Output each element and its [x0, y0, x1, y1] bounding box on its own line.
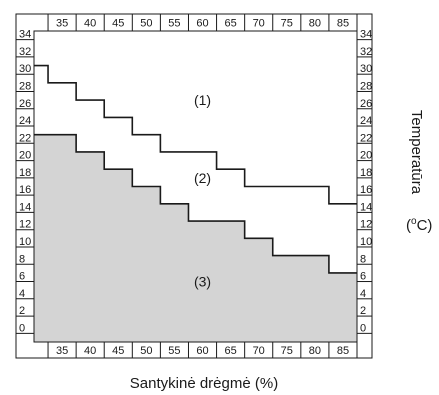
- y-tick-label-left: 22: [19, 132, 31, 144]
- y-tick-label-right: 20: [360, 150, 372, 162]
- y-tick-label-right: 34: [360, 29, 372, 41]
- y-tick-label-left: 6: [19, 271, 25, 283]
- y-tick-label-left: 14: [19, 201, 31, 213]
- y-tick-label-right: 18: [360, 167, 372, 179]
- x-tick-label-bottom: 60: [196, 345, 208, 357]
- outer-frame: [15, 13, 373, 359]
- x-tick-label-top: 85: [337, 18, 349, 30]
- x-tick-label-top: 35: [56, 18, 68, 30]
- y-tick-label-left: 18: [19, 167, 31, 179]
- chart-frame: [15, 13, 373, 359]
- y-tick-label-right: 24: [360, 115, 372, 127]
- region-labels: (1) (2) (3): [194, 92, 211, 289]
- region-label-1: (1): [194, 92, 211, 108]
- x-tick-label-bottom: 70: [253, 345, 265, 357]
- y-tick-label-right: 10: [360, 236, 372, 248]
- region-3-fill-layer: [34, 134, 357, 342]
- x-tick-label-bottom: 80: [309, 345, 321, 357]
- region-label-3: (3): [194, 274, 211, 290]
- y-tick-label-right: 32: [360, 46, 372, 58]
- tick-labels: 3535404045455050555560606565707075758080…: [19, 18, 372, 358]
- x-tick-label-bottom: 50: [140, 345, 152, 357]
- x-tick-label-top: 60: [196, 18, 208, 30]
- y-tick-label-right: 22: [360, 132, 372, 144]
- x-tick-label-bottom: 65: [224, 345, 236, 357]
- y-tick-label-left: 20: [19, 150, 31, 162]
- y-tick-label-right: 28: [360, 80, 372, 92]
- y-tick-label-right: 30: [360, 63, 372, 75]
- boundary-lines: [34, 64, 357, 274]
- region-label-2: (2): [194, 170, 211, 186]
- y-tick-label-left: 30: [19, 63, 31, 75]
- y-tick-label-left: 24: [19, 115, 31, 127]
- x-tick-label-top: 55: [168, 18, 180, 30]
- y-tick-label-left: 10: [19, 236, 31, 248]
- boundary-line-2: [34, 133, 357, 274]
- region-3-fill: [34, 134, 357, 342]
- y-tick-label-right: 2: [360, 305, 366, 317]
- x-tick-label-bottom: 85: [337, 345, 349, 357]
- x-tick-label-top: 65: [224, 18, 236, 30]
- x-tick-label-bottom: 75: [281, 345, 293, 357]
- y-tick-label-left: 26: [19, 98, 31, 110]
- y-tick-label-right: 8: [360, 253, 366, 265]
- x-tick-label-bottom: 45: [112, 345, 124, 357]
- y-tick-label-left: 0: [19, 322, 25, 334]
- y-tick-label-right: 26: [360, 98, 372, 110]
- y-tick-label-right: 16: [360, 184, 372, 196]
- y-tick-label-left: 2: [19, 305, 25, 317]
- y-tick-label-left: 32: [19, 46, 31, 58]
- y-tick-label-right: 0: [360, 322, 366, 334]
- y-tick-label-left: 4: [19, 288, 25, 300]
- x-tick-label-top: 80: [309, 18, 321, 30]
- y-tick-label-right: 4: [360, 288, 366, 300]
- x-tick-label-bottom: 55: [168, 345, 180, 357]
- x-tick-label-top: 45: [112, 18, 124, 30]
- y-tick-label-left: 28: [19, 80, 31, 92]
- y-axis-title: Temperatūra: [408, 110, 425, 195]
- y-tick-label-right: 6: [360, 271, 366, 283]
- y-tick-label-left: 12: [19, 219, 31, 231]
- x-tick-label-top: 70: [253, 18, 265, 30]
- x-tick-label-bottom: 40: [84, 345, 96, 357]
- x-tick-label-top: 40: [84, 18, 96, 30]
- y-tick-label-right: 12: [360, 219, 372, 231]
- y-tick-label-right: 14: [360, 201, 372, 213]
- x-tick-label-bottom: 35: [56, 345, 68, 357]
- y-tick-label-left: 16: [19, 184, 31, 196]
- plot-frame: [33, 30, 358, 343]
- y-tick-label-left: 34: [19, 29, 31, 41]
- x-axis-title: Santykinė drėgmė (%): [130, 375, 278, 392]
- boundary-line-1: [34, 64, 357, 205]
- y-tick-label-left: 8: [19, 253, 25, 265]
- x-tick-label-top: 75: [281, 18, 293, 30]
- y-axis-unit: (oC): [406, 216, 432, 234]
- x-tick-label-top: 50: [140, 18, 152, 30]
